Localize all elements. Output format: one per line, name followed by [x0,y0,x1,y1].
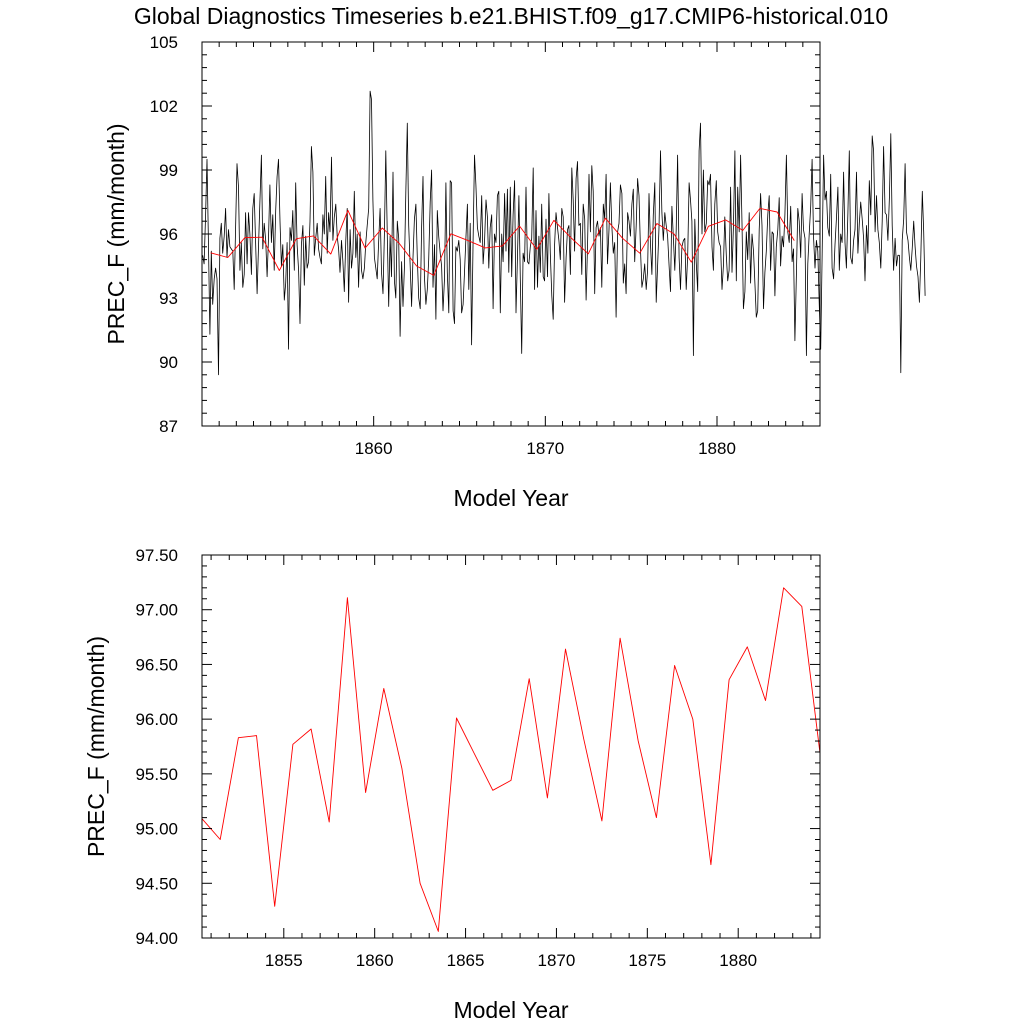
top-panel-xlabel: Model Year [453,485,568,511]
x-tick-label: 1860 [355,439,393,458]
bottom-panel-frame [201,554,821,939]
x-tick-label: 1860 [356,951,394,970]
x-tick-label: 1870 [526,439,564,458]
x-tick-label: 1880 [719,951,757,970]
y-tick-label: 97.50 [135,546,178,565]
bottom-annual-panel: 1855 1860 1865 1870 1875 1880 94.00 94.50 95.00 9… [83,546,821,1023]
y-tick-label: 87 [159,417,178,436]
bottom-panel-ticks: 1855 1860 1865 1870 1875 1880 94.00 94.50 95.00 9… [135,546,820,970]
top-panel-ylabel: PREC_F (mm/month) [103,123,129,344]
y-tick-label: 96.00 [135,710,178,729]
monthly-series-line [202,90,926,376]
y-tick-label: 95.50 [135,765,178,784]
x-tick-label: 1865 [447,951,485,970]
x-tick-label: 1875 [628,951,666,970]
x-tick-label: 1855 [265,951,303,970]
y-tick-label: 94.50 [135,874,178,893]
bottom-panel-ylabel: PREC_F (mm/month) [83,636,109,857]
bottom-panel-xlabel: Model Year [453,997,568,1023]
bottom-panel-series [201,587,821,932]
top-panel-series [202,90,926,376]
annual-mean-series-line [201,587,821,932]
y-tick-label: 90 [159,353,178,372]
y-tick-label: 94.00 [135,929,178,948]
x-tick-label: 1880 [698,439,736,458]
x-tick-label: 1870 [538,951,576,970]
y-tick-label: 96.50 [135,655,178,674]
y-tick-label: 105 [150,33,178,52]
annual-mean-series-line [210,207,795,276]
y-tick-label: 102 [150,97,178,116]
y-tick-label: 96 [159,225,178,244]
y-tick-label: 93 [159,289,178,308]
figure-title: Global Diagnostics Timeseries b.e21.BHIS… [134,3,888,29]
y-tick-label: 95.00 [135,820,178,839]
top-panel-ticks: 1860 1870 1880 87 90 93 96 99 102 105 [150,33,821,458]
y-tick-label: 99 [159,161,178,180]
y-tick-label: 97.00 [135,601,178,620]
